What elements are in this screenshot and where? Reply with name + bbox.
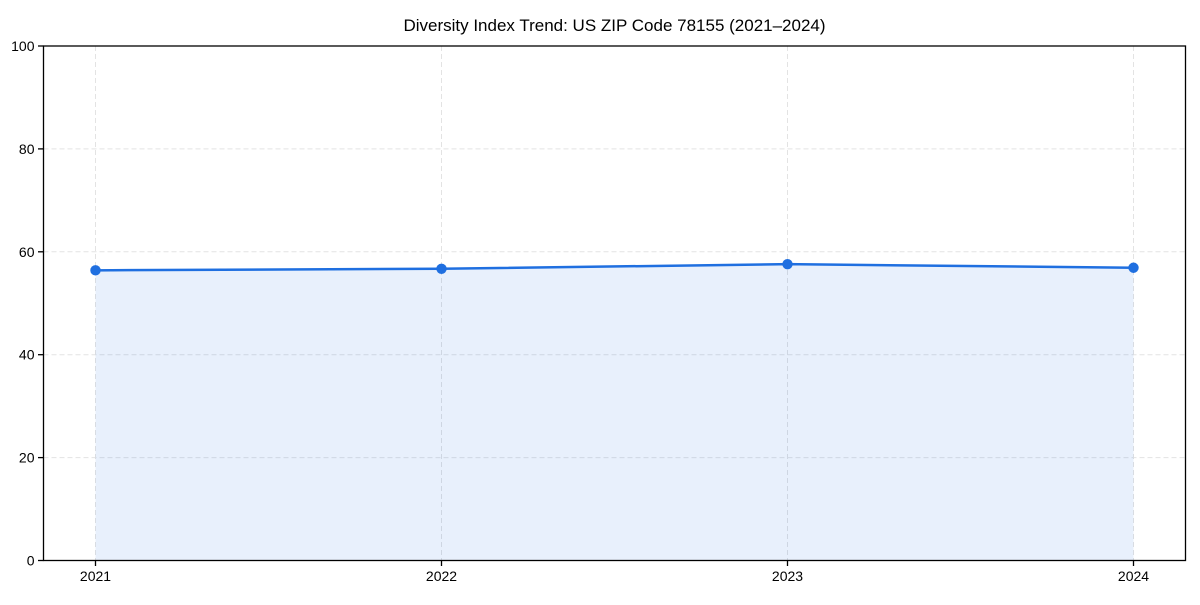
data-point-2021 xyxy=(90,265,101,276)
y-tick-label-40: 40 xyxy=(19,347,35,363)
data-point-2024 xyxy=(1128,262,1139,273)
data-point-2022 xyxy=(436,263,447,274)
data-point-2023 xyxy=(782,258,793,270)
series-layer xyxy=(90,258,1139,561)
chart-title: Diversity Index Trend: US ZIP Code 78155… xyxy=(403,16,825,35)
axis-layer: 0 20 40 60 80 100 2021 2022 2023 2024 xyxy=(11,38,1187,584)
area-fill xyxy=(95,264,1134,561)
x-tick-label-2024: 2024 xyxy=(1118,568,1149,584)
y-tick-label-0: 0 xyxy=(27,553,35,569)
y-tick-label-60: 60 xyxy=(19,244,35,260)
x-tick-label-2022: 2022 xyxy=(426,568,457,584)
x-tick-label-2021: 2021 xyxy=(80,568,111,584)
plot-border xyxy=(42,45,1187,562)
y-tick-label-80: 80 xyxy=(19,141,35,157)
y-tick-label-20: 20 xyxy=(19,450,35,466)
y-tick-label-100: 100 xyxy=(11,38,35,54)
x-tick-label-2023: 2023 xyxy=(772,568,803,584)
trend-line xyxy=(94,262,1135,272)
